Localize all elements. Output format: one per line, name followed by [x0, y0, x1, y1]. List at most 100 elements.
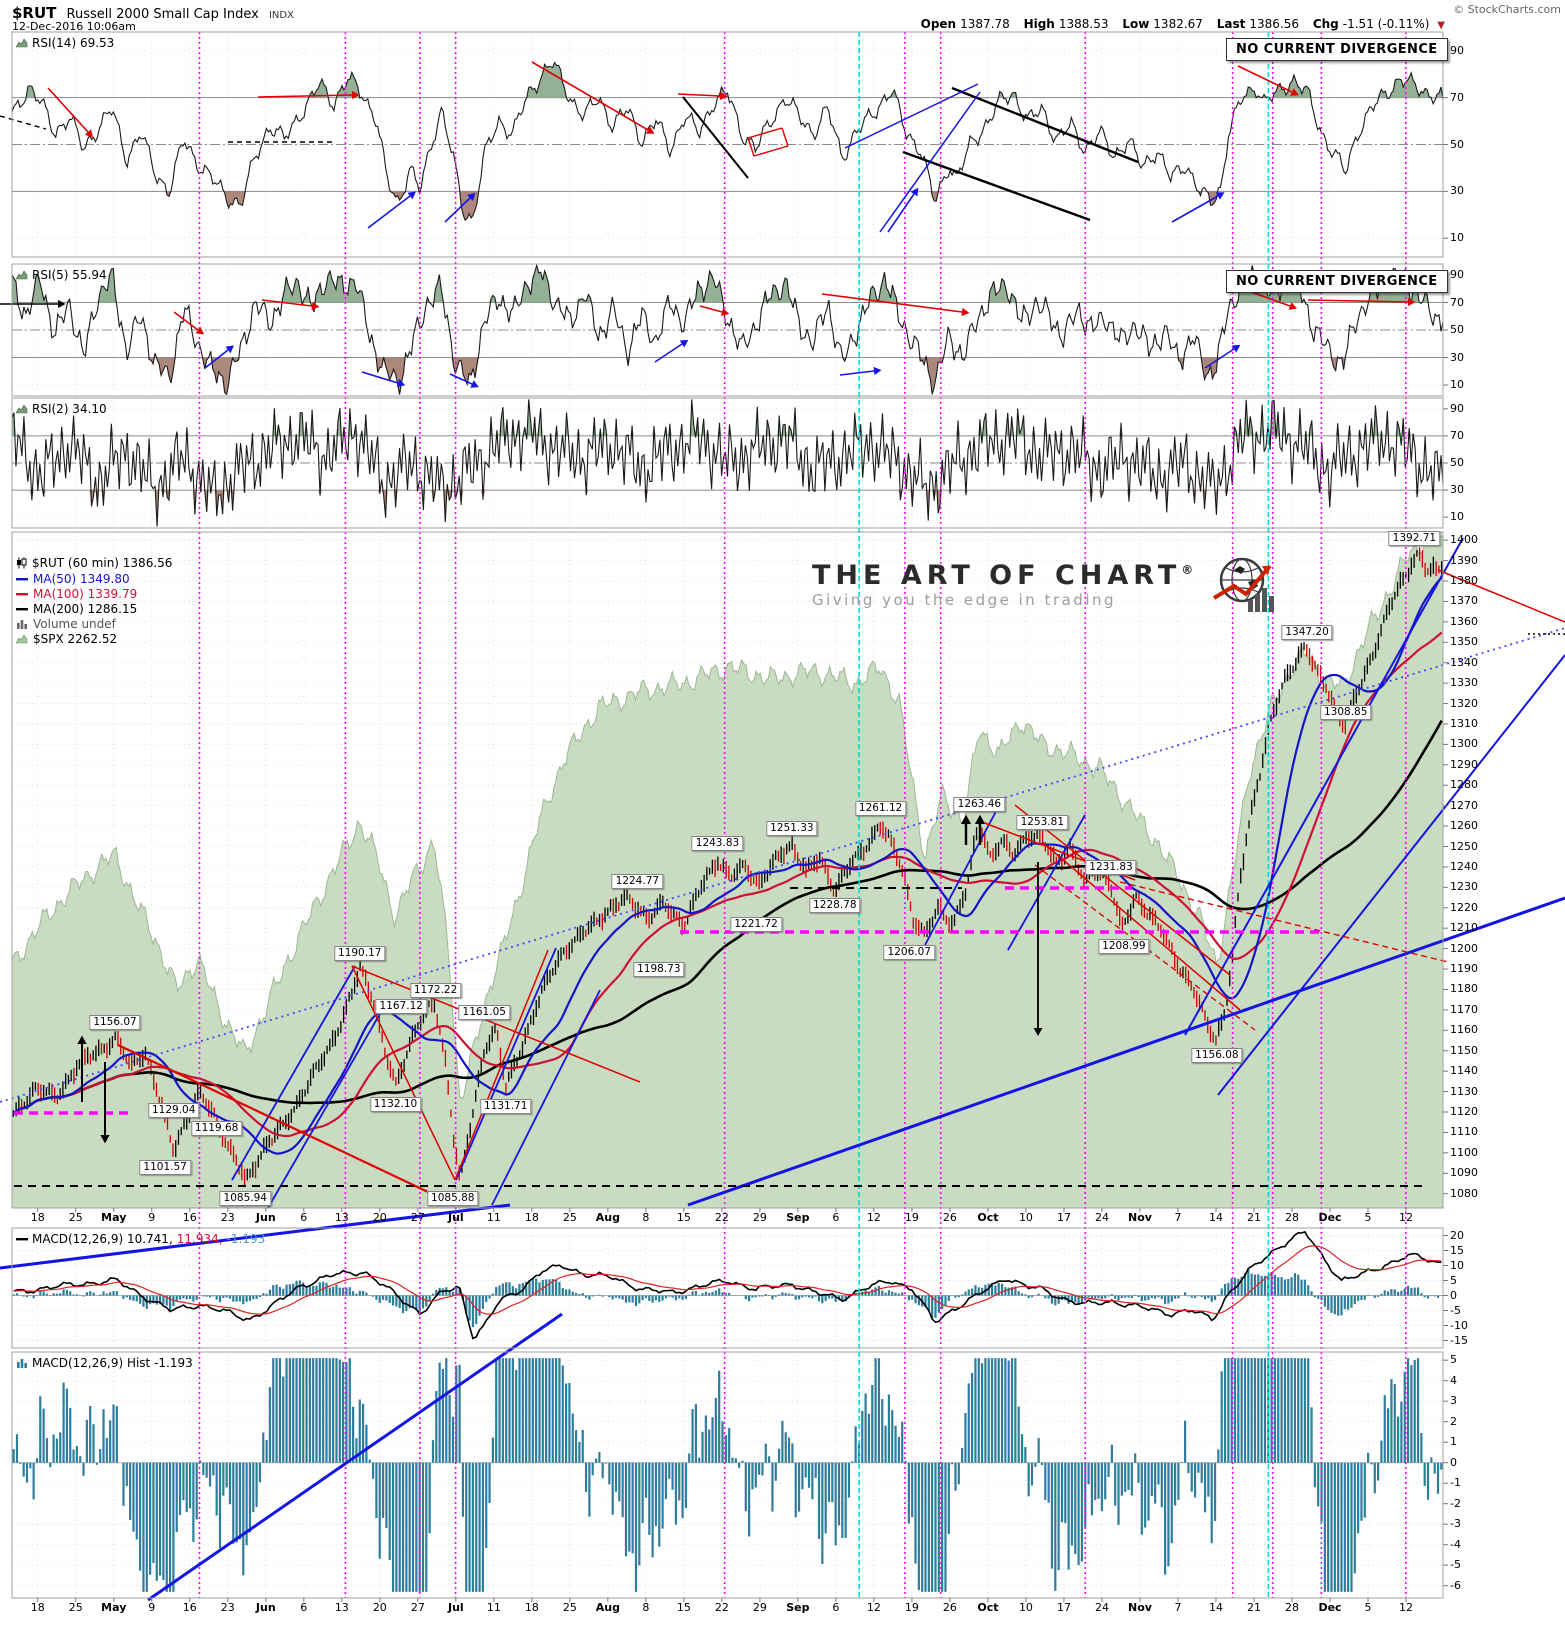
y-tick-label: 1220 — [1450, 900, 1478, 914]
x-axis-date-label: 11 — [486, 1211, 501, 1224]
x-axis-date-label: 29 — [752, 1601, 767, 1614]
y-tick-label: -2 — [1450, 1496, 1461, 1510]
x-axis-date-label: 15 — [676, 1601, 691, 1614]
x-axis-date-label: 12 — [866, 1601, 881, 1614]
y-tick-label: 70 — [1450, 428, 1464, 442]
x-axis-date-label: 10 — [1018, 1601, 1033, 1614]
rsi14-title: RSI(14) 69.53 — [16, 36, 114, 50]
x-axis-date-label: 25 — [562, 1601, 577, 1614]
macd-hist-label: MACD(12,26,9) Hist -1.193 — [32, 1356, 193, 1370]
y-tick-label: 1390 — [1450, 553, 1478, 567]
chart-datetime: 12-Dec-2016 10:06am — [12, 20, 136, 33]
high-value: 1388.53 — [1058, 17, 1109, 31]
price-annotation: 1308.85 — [1319, 704, 1372, 720]
legend-ma200: MA(200) 1286.15 — [16, 602, 137, 616]
chart-header: $RUT Russell 2000 Small Cap Index INDX — [12, 4, 294, 22]
chevron-down-icon[interactable]: ▼ — [1437, 20, 1445, 31]
y-tick-label: -3 — [1450, 1517, 1461, 1531]
legend-ma200-label: MA(200) 1286.15 — [33, 602, 138, 616]
low-value: 1382.67 — [1153, 17, 1203, 31]
y-tick-label: 1400 — [1450, 533, 1478, 547]
y-tick-label: 15 — [1450, 1243, 1464, 1257]
price-annotation: 1161.05 — [458, 1005, 510, 1021]
high-label: High — [1023, 17, 1055, 31]
legend-ma100: MA(100) 1339.79 — [16, 587, 137, 601]
x-axis-date-label: 6 — [832, 1211, 840, 1224]
legend-ma50-label: MA(50) 1349.80 — [33, 572, 130, 586]
y-tick-label: 1170 — [1450, 1002, 1478, 1016]
y-tick-label: 90 — [1450, 401, 1464, 415]
x-axis-date-label: Jun — [255, 1211, 276, 1224]
price-annotation: 1243.83 — [691, 835, 744, 851]
x-axis-date-label: 18 — [524, 1211, 539, 1224]
x-axis-date-label: Jul — [447, 1601, 464, 1614]
price-annotation: 1224.77 — [611, 874, 664, 890]
price-annotation: 1167.12 — [375, 999, 427, 1015]
x-axis-date-label: 11 — [486, 1601, 501, 1614]
quote-bar: Open 1387.78 High 1388.53 Low 1382.67 Last 1… — [921, 17, 1445, 31]
legend-rut-label: $RUT (60 min) 1386.56 — [32, 556, 173, 570]
histogram-bars-icon — [17, 1359, 27, 1368]
ticker-exchange: INDX — [268, 10, 294, 21]
legend-volume: Volume undef — [16, 617, 116, 631]
rsi2-label: RSI(2) 34.10 — [32, 402, 107, 416]
x-axis-date-label: 17 — [1056, 1601, 1071, 1614]
x-axis-date-label: Sep — [786, 1211, 810, 1224]
x-axis-date-label: 16 — [182, 1601, 197, 1614]
x-axis-date-label: 13 — [334, 1211, 349, 1224]
x-axis-date-label: 6 — [832, 1601, 840, 1614]
x-axis-date-label: 8 — [642, 1211, 650, 1224]
y-tick-label: 1150 — [1450, 1043, 1478, 1057]
x-axis-date-label: 18 — [524, 1601, 539, 1614]
x-axis-date-label: 6 — [300, 1211, 308, 1224]
legend-ma100-label: MA(100) 1339.79 — [33, 587, 138, 601]
x-axis-date-label: 15 — [676, 1211, 691, 1224]
price-annotation: 1392.71 — [1388, 531, 1441, 547]
price-annotation: 1156.08 — [1191, 1047, 1243, 1063]
price-annotation: 1132.10 — [369, 1096, 422, 1112]
y-tick-label: 5 — [1450, 1273, 1457, 1287]
ticker-symbol: $RUT — [12, 4, 57, 22]
y-tick-label: -5 — [1450, 1558, 1461, 1572]
y-tick-label: 50 — [1450, 323, 1464, 336]
x-axis-date-label: 13 — [334, 1601, 349, 1614]
x-axis-date-label: 29 — [752, 1211, 767, 1224]
y-tick-label: 1290 — [1450, 757, 1478, 771]
price-annotation: 1085.88 — [427, 1190, 479, 1206]
price-annotation: 1101.57 — [139, 1159, 191, 1175]
y-tick-label: 20 — [1450, 1228, 1464, 1242]
volume-bars-icon — [17, 620, 27, 629]
price-annotation: 1253.81 — [1016, 815, 1069, 831]
x-axis-date-label: 26 — [942, 1211, 957, 1224]
y-tick-label: 1360 — [1450, 614, 1478, 628]
x-axis-date-label: 17 — [1056, 1211, 1071, 1224]
x-axis-date-label: 23 — [220, 1211, 235, 1224]
y-tick-label: 1350 — [1450, 635, 1478, 649]
y-tick-label: 1260 — [1450, 819, 1478, 833]
x-axis-date-label: 20 — [372, 1211, 387, 1224]
candlestick-icon — [17, 557, 27, 569]
y-tick-label: 1300 — [1450, 737, 1478, 751]
price-annotation: 1198.73 — [633, 961, 685, 977]
price-annotation: 1172.22 — [409, 982, 462, 998]
price-annotation: 1085.94 — [219, 1190, 271, 1206]
y-tick-label: 1320 — [1450, 696, 1478, 710]
rsi5-label: RSI(5) 55.94 — [32, 268, 107, 282]
x-axis-date-label: Aug — [595, 1601, 620, 1614]
x-axis-date-label: 9 — [148, 1211, 156, 1224]
price-annotation: 1221.72 — [730, 916, 782, 932]
y-tick-label: 1270 — [1450, 798, 1478, 812]
x-axis-date-label: Dec — [1318, 1211, 1342, 1224]
y-tick-label: 0 — [1450, 1288, 1457, 1302]
y-tick-label: -15 — [1450, 1333, 1468, 1347]
y-tick-label: 90 — [1450, 43, 1464, 57]
globe-logo-icon — [1213, 557, 1275, 612]
y-tick-label: 1090 — [1450, 1166, 1478, 1180]
last-value: 1386.56 — [1249, 17, 1299, 31]
x-axis-date-label: 7 — [1174, 1601, 1182, 1614]
rsi5-divergence-note: NO CURRENT DIVERGENCE — [1226, 270, 1448, 293]
x-axis-date-label: 27 — [410, 1211, 425, 1224]
y-tick-label: 1110 — [1450, 1125, 1478, 1139]
x-axis-date-label: 24 — [1094, 1601, 1109, 1614]
